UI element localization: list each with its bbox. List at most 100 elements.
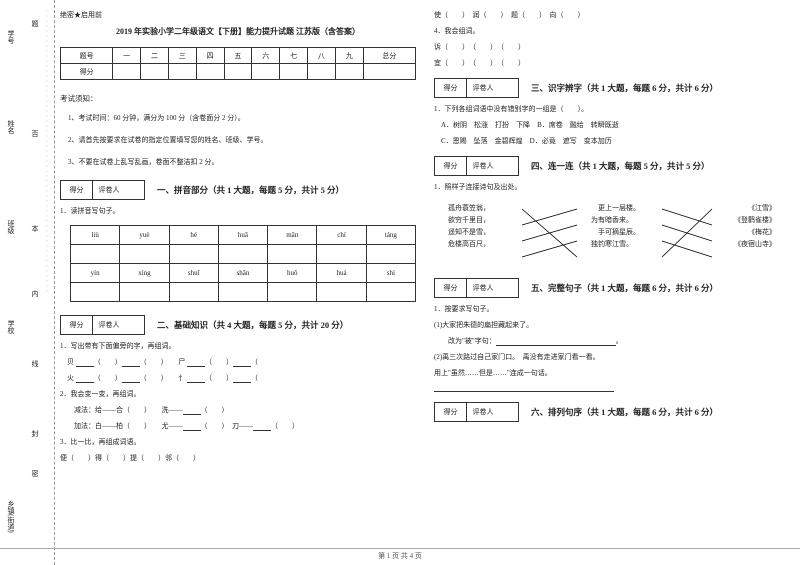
question: 1．下列各组词语中没有错别字的一组是（ ）。 — [434, 104, 790, 114]
gb-score: 得分 — [61, 316, 93, 334]
th: 题号 — [61, 48, 113, 64]
grade-box: 得分 评卷人 — [60, 315, 145, 335]
label: 尤—— — [162, 422, 183, 430]
blank[interactable] — [187, 359, 205, 367]
option-row: A．树阴 松涨 打扮 下降 B．席卷 融给 转瞬既逝 — [434, 120, 790, 130]
td[interactable] — [366, 283, 415, 302]
td[interactable] — [169, 283, 218, 302]
td: yín — [71, 264, 120, 283]
match-row: 遥知不是雪，手可摘星辰。《梅花》 — [434, 227, 790, 237]
th: 二 — [141, 48, 169, 64]
page-footer: 第 1 页 共 4 页 — [0, 548, 800, 561]
option[interactable]: A．树阴 松涨 打扮 下降 — [441, 121, 530, 129]
bind-label: 学校 — [6, 320, 16, 334]
match-right: 《夜宿山寺》 — [734, 239, 776, 249]
td[interactable] — [120, 283, 169, 302]
section-title: 六、排列句序（共 1 大题，每题 6 分，共计 6 分） — [531, 406, 718, 418]
left-column: 绝密★启用前 2019 年实验小学二年级语文【下册】能力提升试题 江苏版（含答案… — [60, 10, 416, 550]
option[interactable]: D．必竟 遮写 变本加历 — [530, 137, 612, 145]
label: 忄 — [178, 374, 185, 382]
fill-row: 减法：给——合（ ） 洗——（ ） — [60, 405, 416, 415]
td[interactable] — [218, 283, 267, 302]
blank[interactable] — [122, 359, 140, 367]
label: 尸 — [178, 358, 185, 366]
section-header: 得分 评卷人 四、连一连（共 1 大题，每题 5 分，共计 5 分） — [434, 156, 790, 176]
blank[interactable] — [556, 338, 616, 346]
blank[interactable] — [496, 338, 556, 346]
option[interactable]: C．恩赐 坠落 金碧辉煌 — [441, 137, 523, 145]
td[interactable] — [218, 245, 267, 264]
blank[interactable] — [233, 359, 251, 367]
match-diagram: 孤舟蓑笠翁，更上一层楼。《江雪》 欲穷千里目，为有暗香来。《登鹳雀楼》 遥知不是… — [434, 201, 790, 265]
fill-row: 贝 （ ）（ ） 尸 （ ）（ — [60, 357, 416, 367]
td: huá — [317, 264, 366, 283]
td[interactable] — [120, 245, 169, 264]
blank[interactable] — [76, 375, 94, 383]
blank[interactable] — [253, 423, 271, 431]
blank[interactable] — [122, 375, 140, 383]
fill-row: 宜（ ） （ ） （ ） — [434, 58, 790, 68]
section-title: 二、基础知识（共 4 大题，每题 5 分，共计 20 分） — [157, 319, 348, 331]
blank[interactable] — [187, 375, 205, 383]
match-mid: 手可摘星辰。 — [598, 227, 640, 237]
td[interactable] — [169, 245, 218, 264]
grade-box: 得分 评卷人 — [434, 402, 519, 422]
blank[interactable] — [233, 375, 251, 383]
th: 九 — [335, 48, 363, 64]
blank[interactable] — [494, 384, 554, 392]
section-title: 三、识字辨字（共 1 大题，每题 6 分，共计 6 分） — [531, 82, 718, 94]
td: yuè — [120, 226, 169, 245]
blank[interactable] — [183, 407, 201, 415]
match-left: 孤舟蓑笠翁， — [448, 203, 490, 213]
gb-score: 得分 — [435, 279, 467, 297]
question: 3．比一比，再组成词语。 — [60, 437, 416, 447]
th: 六 — [252, 48, 280, 64]
notice-item: 3、不要在试卷上乱写乱画，卷面不整洁扣 2 分。 — [68, 157, 416, 167]
td[interactable] — [335, 64, 363, 80]
match-right: 《登鹳雀楼》 — [734, 215, 776, 225]
td[interactable] — [308, 64, 336, 80]
td[interactable] — [113, 64, 141, 80]
th: 四 — [196, 48, 224, 64]
td[interactable] — [280, 64, 308, 80]
label: 刀—— — [232, 422, 253, 430]
th: 一 — [113, 48, 141, 64]
td[interactable] — [224, 64, 252, 80]
td: chí — [317, 226, 366, 245]
fill-row: 加法：白——柏（ ） 尤——（ ） 刀——（ ） — [60, 421, 416, 431]
bind-label: 班级 — [6, 220, 16, 234]
blank[interactable] — [76, 359, 94, 367]
td[interactable] — [252, 64, 280, 80]
section-header: 得分 评卷人 一、拼音部分（共 1 大题，每题 5 分，共计 5 分） — [60, 180, 416, 200]
section-title: 五、完整句子（共 1 大题，每题 6 分，共计 6 分） — [531, 282, 718, 294]
td[interactable] — [168, 64, 196, 80]
grade-box: 得分 评卷人 — [434, 156, 519, 176]
match-mid: 为有暗香来。 — [591, 215, 633, 225]
td[interactable] — [363, 64, 415, 80]
option[interactable]: B．席卷 融给 转瞬既逝 — [537, 121, 619, 129]
td[interactable] — [366, 245, 415, 264]
blank[interactable] — [183, 423, 201, 431]
td[interactable] — [317, 283, 366, 302]
notice-heading: 考试须知： — [60, 93, 416, 104]
td[interactable] — [317, 245, 366, 264]
hint: 否 — [30, 130, 40, 137]
hint: 线 — [30, 360, 40, 367]
td[interactable] — [268, 245, 317, 264]
match-row: 危楼高百尺，独钓寒江雪。《夜宿山寺》 — [434, 239, 790, 249]
gb-grader: 评卷人 — [467, 157, 499, 175]
gb-score: 得分 — [435, 157, 467, 175]
section-title: 一、拼音部分（共 1 大题，每题 5 分，共计 5 分） — [157, 184, 344, 196]
blank[interactable] — [434, 384, 494, 392]
td[interactable] — [268, 283, 317, 302]
td[interactable] — [141, 64, 169, 80]
td[interactable] — [196, 64, 224, 80]
td: shí — [366, 264, 415, 283]
td[interactable] — [71, 245, 120, 264]
sub-hint: 改为"被"字句：。 — [434, 336, 790, 346]
td[interactable] — [71, 283, 120, 302]
blank[interactable] — [554, 384, 614, 392]
gb-score: 得分 — [435, 403, 467, 421]
question: 1．按要求写句子。 — [434, 304, 790, 314]
section-header: 得分 评卷人 三、识字辨字（共 1 大题，每题 6 分，共计 6 分） — [434, 78, 790, 98]
